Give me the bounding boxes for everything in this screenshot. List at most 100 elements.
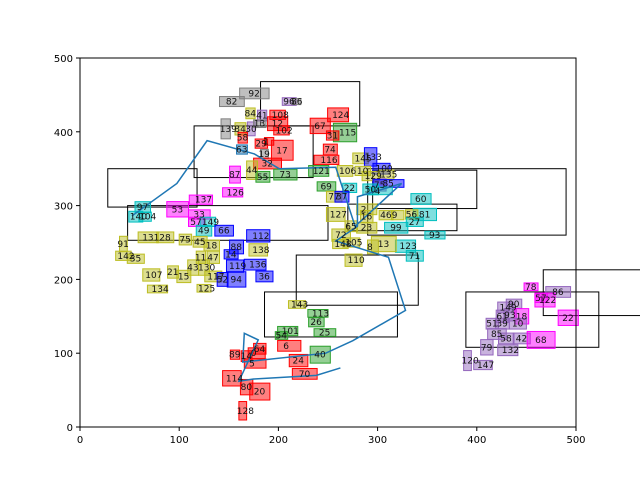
item-label-84: 84 bbox=[245, 109, 257, 119]
item-rect-130 bbox=[198, 259, 210, 276]
item-label-10: 10 bbox=[512, 320, 524, 330]
item-rect-134 bbox=[146, 284, 169, 294]
item-label-78: 78 bbox=[525, 283, 537, 293]
item-label-41: 41 bbox=[256, 112, 267, 122]
item-rect-136 bbox=[243, 258, 267, 271]
x-tick-label-300: 300 bbox=[368, 435, 387, 446]
y-tick-label-200: 200 bbox=[54, 275, 73, 286]
item-label-102: 102 bbox=[276, 126, 293, 136]
item-label-55: 55 bbox=[257, 173, 268, 183]
item-rect-89 bbox=[229, 349, 241, 360]
item-label-20: 20 bbox=[254, 388, 266, 398]
item-label-69: 69 bbox=[320, 182, 332, 192]
item-label-81: 81 bbox=[419, 210, 430, 220]
item-label-115: 115 bbox=[339, 129, 356, 139]
item-label-56: 56 bbox=[406, 210, 418, 220]
item-rect-5 bbox=[243, 358, 267, 369]
x-tick-label-200: 200 bbox=[269, 435, 288, 446]
item-label-139: 139 bbox=[220, 125, 237, 135]
item-label-113: 113 bbox=[312, 309, 329, 319]
item-rect-27 bbox=[405, 216, 424, 227]
path-line bbox=[131, 139, 407, 383]
group-box-6 bbox=[367, 168, 567, 236]
item-label-57: 57 bbox=[190, 218, 201, 228]
item-label-99: 99 bbox=[390, 224, 402, 234]
item-rect-10 bbox=[508, 317, 527, 330]
item-label-114: 114 bbox=[226, 374, 243, 384]
item-rect-94 bbox=[226, 271, 247, 288]
item-label-105: 105 bbox=[345, 239, 362, 249]
item-rect-138 bbox=[248, 243, 269, 257]
item-label-67: 67 bbox=[314, 122, 325, 132]
item-label-116: 116 bbox=[320, 156, 337, 166]
item-label-88: 88 bbox=[231, 243, 243, 253]
item-rect-124 bbox=[327, 107, 350, 123]
item-label-10: 10 bbox=[357, 167, 369, 177]
item-rect-58 bbox=[237, 131, 248, 144]
item-label-120: 120 bbox=[462, 357, 479, 367]
item-label-22: 22 bbox=[562, 314, 573, 324]
item-label-74: 74 bbox=[324, 146, 336, 156]
item-rect-125 bbox=[196, 283, 212, 293]
item-label-142: 142 bbox=[117, 252, 134, 262]
item-label-31: 31 bbox=[327, 131, 338, 141]
item-label-110: 110 bbox=[348, 256, 365, 266]
item-label-26: 26 bbox=[310, 318, 322, 328]
item-rect-9 bbox=[391, 210, 405, 221]
item-label-34: 34 bbox=[234, 125, 246, 135]
item-label-125: 125 bbox=[198, 284, 215, 294]
item-label-143: 143 bbox=[291, 300, 308, 310]
item-label-75: 75 bbox=[179, 236, 190, 246]
item-label-9: 9 bbox=[392, 211, 398, 221]
item-label-39: 39 bbox=[496, 320, 508, 330]
item-label-104: 104 bbox=[139, 213, 156, 223]
item-label-14: 14 bbox=[241, 352, 253, 362]
item-label-14: 14 bbox=[225, 250, 237, 260]
item-label-85: 85 bbox=[382, 179, 393, 189]
item-rect-6 bbox=[277, 339, 302, 352]
item-label-87: 87 bbox=[229, 171, 240, 181]
item-rect-37 bbox=[334, 190, 350, 203]
item-label-18: 18 bbox=[206, 241, 218, 251]
x-tick-label-100: 100 bbox=[170, 435, 189, 446]
item-label-32: 32 bbox=[262, 160, 273, 170]
axes-frame bbox=[79, 57, 577, 428]
item-rect-92 bbox=[239, 87, 270, 100]
item-label-19: 19 bbox=[258, 150, 270, 160]
item-rect-126 bbox=[222, 187, 244, 198]
item-rect-114 bbox=[222, 370, 242, 387]
item-rect-13 bbox=[370, 235, 397, 253]
item-rect-121 bbox=[308, 165, 330, 177]
item-label-71: 71 bbox=[409, 252, 420, 262]
item-label-18: 18 bbox=[516, 312, 528, 322]
item-label-89: 89 bbox=[229, 351, 241, 361]
item-label-147: 147 bbox=[477, 361, 494, 371]
item-rect-26 bbox=[308, 317, 325, 328]
item-rect-86 bbox=[545, 286, 572, 298]
item-label-16: 16 bbox=[361, 213, 373, 223]
item-label-35: 35 bbox=[130, 255, 141, 265]
item-label-85: 85 bbox=[491, 330, 502, 340]
x-tick-label-400: 400 bbox=[467, 435, 486, 446]
item-label-132: 132 bbox=[502, 346, 519, 356]
item-label-140: 140 bbox=[130, 213, 147, 223]
item-label-21: 21 bbox=[167, 268, 178, 278]
item-label-93: 93 bbox=[504, 311, 515, 321]
item-label-22: 22 bbox=[344, 184, 355, 194]
item-label-82: 82 bbox=[226, 98, 237, 108]
item-rect-36 bbox=[255, 270, 274, 283]
item-label-97: 97 bbox=[137, 203, 148, 213]
item-label-28: 28 bbox=[159, 233, 171, 243]
item-rect-104 bbox=[138, 211, 152, 222]
item-label-90: 90 bbox=[508, 300, 520, 310]
item-label-119: 119 bbox=[229, 262, 246, 272]
item-label-25: 25 bbox=[319, 329, 330, 339]
item-label-17: 17 bbox=[276, 146, 287, 156]
item-label-72: 72 bbox=[335, 231, 346, 241]
group-box-3 bbox=[127, 205, 329, 241]
item-label-29: 29 bbox=[255, 140, 267, 150]
item-label-129: 129 bbox=[365, 172, 382, 182]
item-rect-143 bbox=[287, 300, 307, 309]
item-rect-31 bbox=[325, 130, 340, 141]
item-rect-25 bbox=[313, 328, 337, 337]
